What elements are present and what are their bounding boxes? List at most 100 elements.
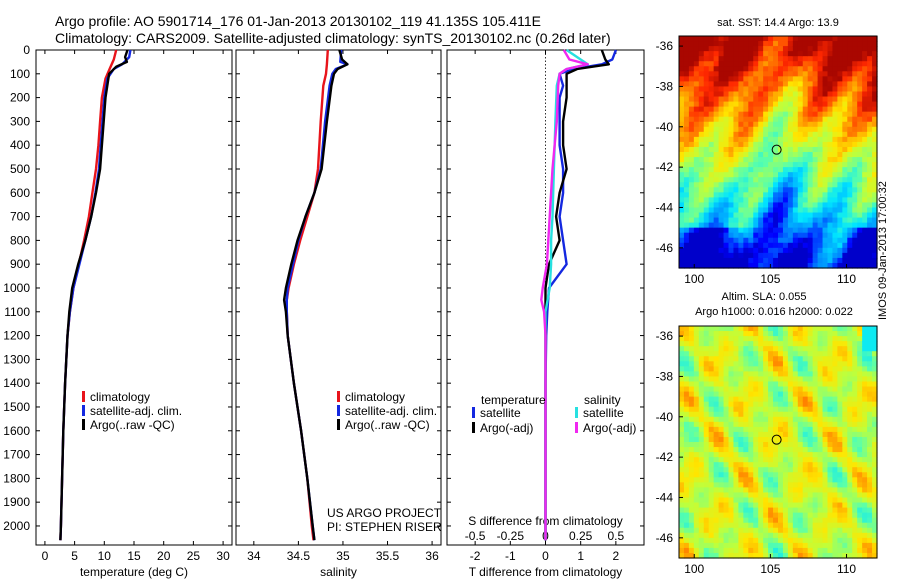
map-cell <box>792 326 799 332</box>
map-cell <box>817 522 824 529</box>
map-cell <box>698 416 705 423</box>
map-cell <box>847 396 853 403</box>
map-cell <box>723 227 730 234</box>
map-cell <box>723 121 730 128</box>
depth-tick-label: 1900 <box>3 495 30 509</box>
map-cell <box>688 442 695 448</box>
map-cell <box>787 326 794 332</box>
map-cell <box>718 111 725 118</box>
map-cell <box>862 401 868 408</box>
sla-map-ytick-label: -36 <box>656 329 674 343</box>
map-cell <box>797 351 804 357</box>
map-cell <box>778 401 784 408</box>
map-cell <box>768 51 774 57</box>
map-cell <box>867 457 873 463</box>
map-cell <box>728 51 735 57</box>
map-cell <box>842 262 848 269</box>
map-cell <box>778 66 784 72</box>
map-cell <box>688 336 695 342</box>
map-cell <box>827 537 834 544</box>
map-cell <box>693 182 700 188</box>
map-cell <box>773 326 779 332</box>
map-cell <box>862 56 868 62</box>
map-cell <box>743 462 749 468</box>
map-cell <box>753 431 759 438</box>
map-cell <box>867 527 873 534</box>
map-cell <box>778 376 784 383</box>
map-cell <box>733 152 739 158</box>
map-cell <box>723 146 730 153</box>
map-cell <box>693 217 700 224</box>
map-cell <box>847 51 853 57</box>
map-cell <box>832 41 838 47</box>
map-cell <box>768 111 774 118</box>
map-cell <box>763 167 769 173</box>
map-cell <box>693 86 700 93</box>
map-cell <box>782 411 789 418</box>
map-cell <box>817 431 824 438</box>
map-cell <box>782 522 789 529</box>
map-cell <box>763 487 769 494</box>
map-cell <box>698 51 705 57</box>
map-cell <box>743 121 749 128</box>
map-cell <box>753 351 759 357</box>
map-cell <box>753 217 759 224</box>
map-cell <box>713 187 720 193</box>
map-cell <box>753 326 759 332</box>
map-cell <box>718 462 725 468</box>
map-cell <box>827 442 834 448</box>
map-cell <box>763 247 769 254</box>
map-cell <box>817 512 824 519</box>
map-cell <box>842 341 848 347</box>
map-cell <box>787 126 794 133</box>
map-cell <box>718 532 725 539</box>
map-cell <box>713 472 720 478</box>
map-cell <box>713 227 720 234</box>
map-cell <box>837 336 843 342</box>
map-cell <box>748 227 754 234</box>
map-cell <box>738 462 744 468</box>
map-cell <box>758 542 764 549</box>
map-cell <box>797 81 804 88</box>
map-cell <box>693 341 700 347</box>
map-cell <box>852 416 858 423</box>
map-cell <box>728 202 735 209</box>
map-cell <box>713 381 720 388</box>
map-cell <box>797 381 804 388</box>
map-cell <box>723 232 730 239</box>
map-cell <box>857 431 863 438</box>
map-cell <box>867 257 873 264</box>
map-cell <box>792 416 799 423</box>
map-cell <box>683 157 690 163</box>
map-cell <box>703 517 710 524</box>
map-cell <box>768 502 774 509</box>
map-cell <box>817 66 824 72</box>
map-cell <box>787 346 794 352</box>
map-cell <box>812 131 819 138</box>
map-cell <box>862 527 868 534</box>
map-cell <box>802 406 809 413</box>
map-cell <box>763 492 769 499</box>
map-cell <box>872 141 878 148</box>
map-cell <box>867 477 873 483</box>
map-cell <box>787 46 794 52</box>
map-cell <box>688 247 695 254</box>
map-cell <box>679 346 685 352</box>
map-cell <box>787 212 794 219</box>
map-cell <box>718 247 725 254</box>
map-cell <box>698 187 705 193</box>
map-cell <box>827 492 834 499</box>
map-cell <box>867 366 873 372</box>
map-cell <box>822 336 829 342</box>
map-cell <box>763 537 769 544</box>
map-cell <box>693 41 700 47</box>
map-cell <box>842 237 848 244</box>
map-cell <box>768 187 774 193</box>
map-cell <box>778 381 784 388</box>
map-cell <box>748 187 754 193</box>
map-cell <box>837 447 843 453</box>
map-cell <box>867 386 873 393</box>
map-cell <box>753 91 759 98</box>
map-cell <box>763 197 769 204</box>
map-cell <box>797 167 804 173</box>
